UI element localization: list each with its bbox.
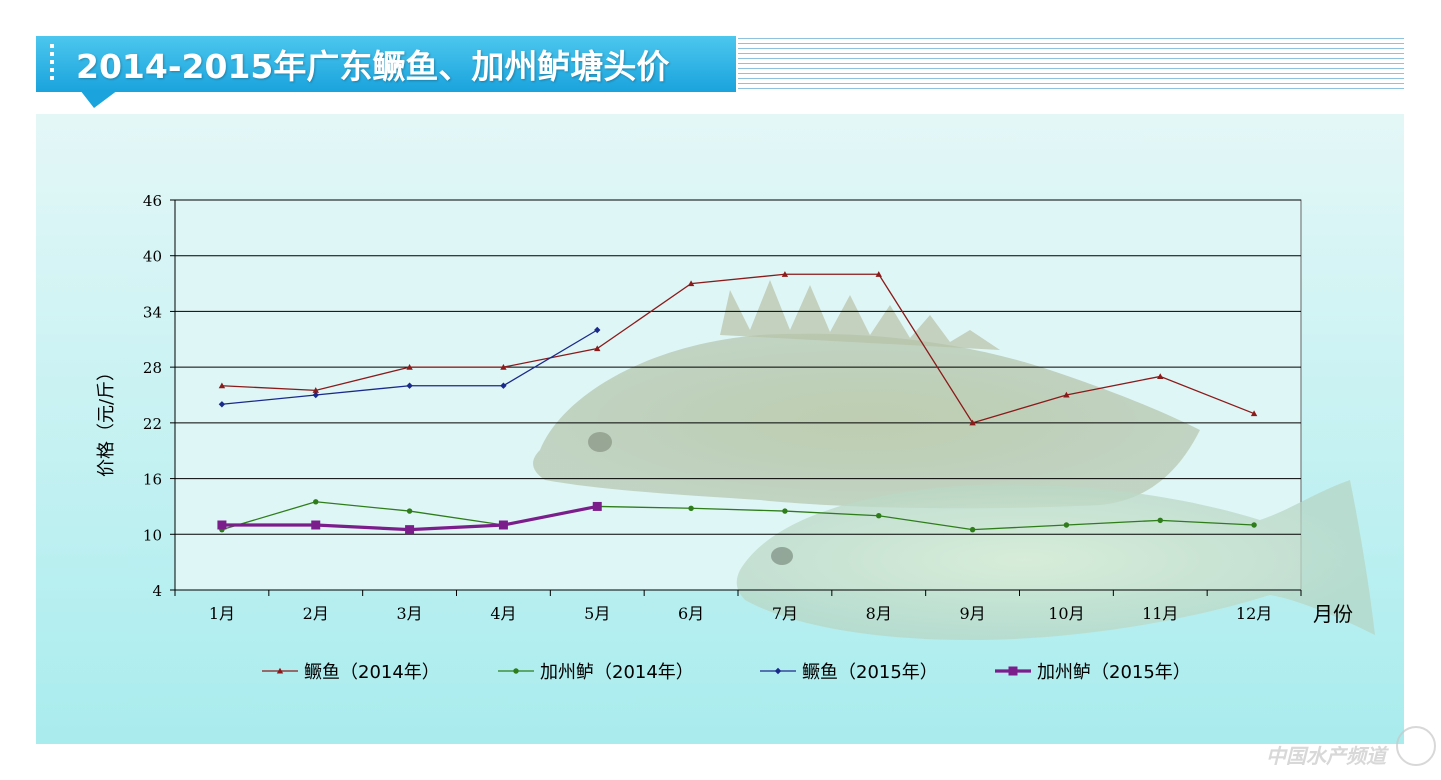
data-point-marker	[498, 520, 508, 530]
y-tick-label: 46	[143, 192, 162, 210]
data-point-marker	[313, 499, 319, 505]
y-tick-label: 34	[143, 303, 162, 321]
x-tick-label: 9月	[959, 604, 985, 623]
data-point-marker	[782, 508, 788, 514]
legend-label: 加州鲈（2015年）	[1037, 662, 1191, 683]
data-point-marker	[312, 391, 319, 399]
data-point-marker	[312, 387, 319, 393]
data-point-marker	[218, 382, 226, 389]
series-triangle	[218, 271, 1258, 426]
data-point-marker	[500, 363, 507, 370]
series-line	[221, 273, 1255, 424]
data-point-marker	[1157, 517, 1163, 524]
data-point-marker	[592, 501, 602, 511]
data-point-marker	[500, 382, 507, 389]
data-point-marker	[781, 271, 789, 277]
title-banner	[36, 36, 736, 92]
data-point-marker	[1063, 522, 1070, 528]
title-dots-decoration	[50, 44, 54, 82]
data-point-marker	[594, 326, 601, 334]
watermark-text: 中国水产频道	[1266, 744, 1386, 768]
y-tick-label: 10	[143, 526, 162, 544]
bass-fish-eye	[771, 547, 793, 565]
x-tick-label: 1月	[209, 604, 235, 623]
series-square	[217, 501, 602, 535]
data-point-marker	[513, 668, 519, 674]
y-axis-label: 价格（元/斤）	[96, 363, 117, 477]
data-point-marker	[406, 363, 413, 370]
x-tick-label: 12月	[1236, 604, 1272, 623]
page-title: 2014-2015年广东鳜鱼、加州鲈塘头价	[76, 47, 670, 86]
data-point-marker	[1251, 522, 1257, 528]
mandarin-fish-eye	[588, 432, 612, 452]
legend-label: 加州鲈（2014年）	[540, 662, 694, 683]
x-tick-label: 8月	[866, 604, 892, 623]
mandarin-fish-body	[533, 333, 1200, 509]
x-tick-label: 4月	[490, 604, 516, 623]
data-point-marker	[218, 401, 226, 408]
data-point-marker	[1157, 373, 1164, 379]
x-tick-label: 2月	[303, 604, 329, 623]
data-point-marker	[217, 520, 227, 530]
bass-fish-body	[736, 480, 1375, 640]
x-tick-label: 6月	[678, 604, 704, 623]
x-tick-label: 3月	[396, 604, 422, 623]
fish-illustration	[533, 280, 1375, 640]
legend-label: 鳜鱼（2014年）	[304, 662, 440, 683]
data-point-marker	[876, 512, 882, 519]
title-banner-tail	[80, 90, 118, 108]
y-tick-label: 16	[143, 471, 162, 489]
legend: 鳜鱼（2014年） 加州鲈（2014年） 鳜鱼（2015年） 加州鲈（2015年）	[262, 662, 1191, 683]
data-point-marker	[774, 667, 782, 675]
data-point-marker	[276, 667, 284, 674]
legend-label: 鳜鱼（2015年）	[802, 662, 938, 683]
x-tick-label: 11月	[1142, 604, 1178, 623]
data-point-marker	[688, 505, 694, 512]
x-tick-label: 7月	[772, 604, 798, 623]
data-point-marker	[1008, 666, 1018, 676]
x-tick-label: 5月	[584, 604, 610, 623]
series-line	[221, 501, 1255, 531]
x-tick-label: 10月	[1048, 604, 1084, 623]
header-stripes-decoration	[738, 38, 1404, 90]
globe-icon	[1396, 726, 1436, 766]
series-diamond	[218, 326, 601, 408]
y-tick-label: 4	[152, 582, 162, 600]
y-tick-label: 22	[143, 415, 162, 433]
data-point-marker	[687, 280, 695, 287]
y-tick-label: 28	[143, 359, 162, 377]
data-point-marker	[311, 520, 321, 530]
mandarin-fish-fin	[720, 280, 1000, 350]
data-point-marker	[875, 271, 882, 277]
x-axis-label: 月份	[1313, 602, 1353, 626]
data-point-marker	[969, 419, 976, 426]
grid-lines	[175, 199, 1301, 535]
data-point-marker	[406, 508, 413, 514]
data-point-marker	[406, 382, 413, 389]
data-point-marker	[969, 526, 976, 533]
data-point-marker	[405, 525, 415, 535]
data-point-marker	[594, 345, 601, 352]
data-point-marker	[1063, 391, 1070, 398]
data-point-marker	[1250, 410, 1258, 417]
y-tick-label: 40	[143, 248, 162, 266]
